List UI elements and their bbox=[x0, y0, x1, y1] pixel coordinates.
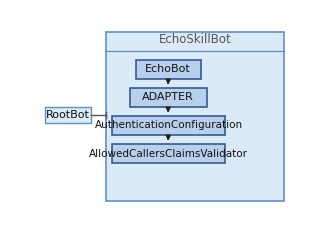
Text: AllowedCallersClaimsValidator: AllowedCallersClaimsValidator bbox=[89, 149, 248, 159]
Bar bbox=[45, 107, 91, 123]
Bar bbox=[130, 88, 207, 107]
Bar bbox=[112, 116, 225, 135]
Bar bbox=[106, 32, 284, 201]
Text: AuthenticationConfiguration: AuthenticationConfiguration bbox=[95, 121, 243, 130]
Text: EchoSkillBot: EchoSkillBot bbox=[159, 33, 231, 47]
Text: ADAPTER: ADAPTER bbox=[143, 92, 194, 102]
Text: EchoBot: EchoBot bbox=[145, 64, 191, 74]
Bar bbox=[136, 60, 201, 79]
Text: RootBot: RootBot bbox=[46, 110, 90, 120]
Bar bbox=[112, 144, 225, 163]
